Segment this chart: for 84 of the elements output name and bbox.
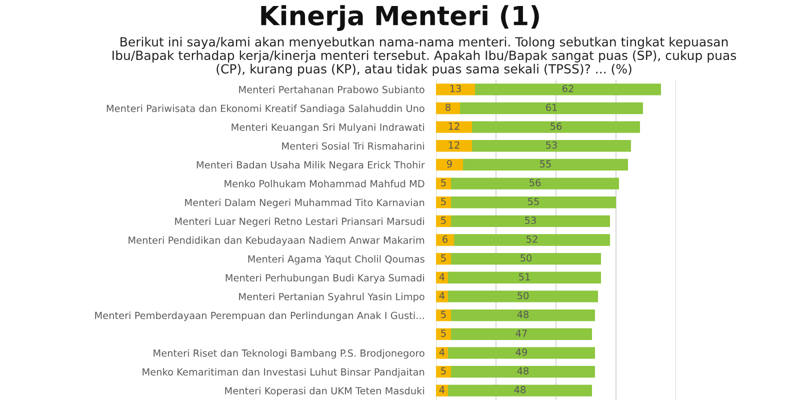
- data-label: 49: [516, 348, 527, 356]
- bar: [436, 121, 472, 133]
- y-tick-label: Menteri Perhubungan Budi Karya Sumadi: [226, 274, 424, 284]
- y-tick-label: Menteri Riset dan Teknologi Bambang P.S. Brodjonegoro: [154, 349, 424, 359]
- data-label: 50: [520, 254, 532, 262]
- bar: [436, 328, 451, 340]
- bar: [448, 290, 598, 302]
- data-label: 5: [441, 310, 446, 318]
- data-label: 52: [526, 235, 538, 243]
- bar: [460, 102, 643, 114]
- data-label: 5: [441, 254, 446, 262]
- bar: [436, 347, 448, 359]
- y-tick-label: Menko Polhukam Mohammad Mahfud MD: [224, 180, 424, 188]
- y-tick-label: Menteri Keuangan Sri Mulyani Indrawati: [232, 123, 424, 133]
- data-label: 5: [441, 179, 446, 186]
- chart-subtitle: Berikut ini saya/kami akan menyebutkan nama-nama menteri. Tolong sebutkan tingkat kepuasan Ibu/Bapak terhadap kerja/kinerja menteri tersebut. Apakah Ibu/Bapak sangat puas (SP), cukup puas (CP), kurang puas (KP), atau tidak puas sama sekali (TPSS)? ... (%): [112, 36, 736, 76]
- data-label: 8: [446, 104, 450, 112]
- data-label: 61: [546, 104, 557, 112]
- bar: [472, 121, 640, 133]
- bar: [454, 234, 610, 246]
- bar: [436, 158, 463, 171]
- bar: [436, 178, 451, 190]
- bar: [436, 84, 475, 96]
- bar: [451, 309, 595, 322]
- data-label: 5: [441, 216, 446, 224]
- bar: [436, 102, 460, 114]
- bar: [472, 140, 631, 152]
- data-label: 9: [447, 160, 452, 168]
- data-label: 47: [516, 330, 527, 337]
- data-label: 4: [439, 348, 445, 356]
- data-label: 56: [550, 122, 562, 130]
- bar: [451, 178, 619, 190]
- bar: [436, 215, 451, 228]
- y-tick-label: Menteri Koperasi dan UKM Teten Masduki: [225, 386, 424, 396]
- bar: [436, 290, 448, 302]
- data-label: 55: [540, 160, 551, 168]
- bar: [451, 215, 610, 228]
- y-tick-label: Menteri Pendidikan dan Kebudayaan Nadiem Anwar Makarim: [128, 236, 424, 246]
- y-tick-label: Menteri Luar Negeri Retno Lestari Priansari Marsudi: [175, 217, 424, 227]
- data-label: 55: [528, 198, 539, 206]
- data-label: 50: [518, 292, 529, 300]
- data-label: 5: [441, 198, 446, 206]
- bar: [436, 140, 472, 152]
- data-label: 48: [517, 367, 529, 375]
- y-tick-label: Menteri Dalam Negeri Muhammad Tito Karnavian: [185, 198, 424, 208]
- data-label: 4: [439, 273, 445, 280]
- data-label: 48: [517, 310, 529, 318]
- bar: [463, 158, 628, 171]
- bar: [451, 366, 595, 378]
- y-tick-label: Menteri Pemberdayaan Perempuan dan Perlindungan Anak I Gusti...: [95, 312, 424, 322]
- y-tick-label: Menteri Pertahanan Prabowo Subianto: [239, 86, 424, 94]
- data-label: 12: [448, 141, 460, 149]
- bar: [475, 84, 661, 96]
- data-label: 6: [442, 235, 448, 243]
- bar: [436, 196, 451, 208]
- data-label: 13: [450, 84, 461, 92]
- bar: [436, 252, 451, 265]
- data-label: 4: [439, 292, 445, 300]
- data-label: 56: [530, 178, 541, 186]
- data-label: 53: [525, 216, 536, 224]
- data-label: 12: [448, 122, 460, 130]
- bar: [436, 366, 451, 378]
- y-tick-label: Menteri Badan Usaha Milik Negara Erick Thohir: [196, 161, 425, 170]
- data-label: 48: [514, 386, 526, 394]
- y-tick-label: Menteri Pertanian Syahrul Yasin Limpo: [239, 292, 424, 302]
- bar: [436, 234, 454, 246]
- data-label: 4: [439, 386, 445, 394]
- y-tick-label: Menteri Pariwisata dan Ekonomi Kreatif Sandiaga Salahuddin Uno: [106, 104, 424, 114]
- data-label: 62: [562, 84, 574, 92]
- data-label: 51: [519, 273, 530, 280]
- y-tick-label: Menko Kemaritiman dan Investasi Luhut Binsar Pandjaitan: [142, 368, 424, 378]
- bar: [448, 272, 601, 284]
- y-tick-label: Menteri Sosial Tri Rismaharini: [282, 142, 424, 150]
- bar: [448, 384, 592, 396]
- bar: [451, 328, 592, 340]
- chart-title: Kinerja Menteri (1): [261, 5, 539, 31]
- bar: [451, 196, 616, 208]
- data-label: 53: [546, 141, 557, 149]
- data-label: 5: [441, 367, 446, 375]
- data-label: 5: [441, 330, 446, 337]
- bar: [448, 347, 595, 359]
- y-tick-label: Menteri Agama Yaqut Cholil Qoumas: [248, 255, 424, 265]
- bar: [451, 252, 601, 265]
- bar: [436, 309, 451, 322]
